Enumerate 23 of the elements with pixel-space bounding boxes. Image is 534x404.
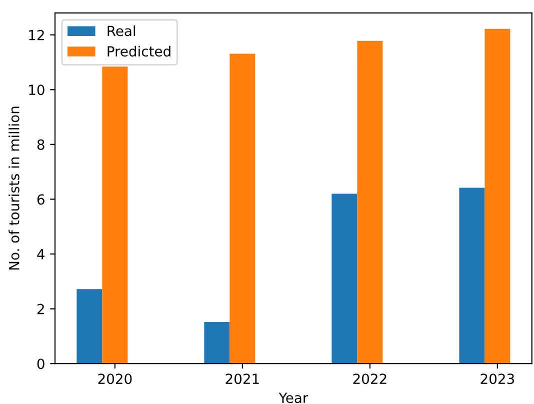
legend-label: Predicted	[108, 46, 170, 57]
bar	[204, 322, 230, 364]
x-tick-label: 2021	[226, 374, 259, 384]
bar	[484, 28, 510, 364]
y-tick-label: 4	[37, 249, 44, 260]
y-tick-label: 12	[29, 30, 44, 40]
y-tick-label: 8	[37, 139, 44, 150]
bar	[459, 188, 485, 364]
y-tick-label: 2	[37, 304, 44, 314]
bar	[76, 289, 102, 364]
y-tick-label: 0	[37, 358, 44, 370]
bar	[357, 40, 383, 364]
y-axis-title: No. of tourists in million	[8, 106, 20, 270]
bar	[332, 194, 358, 364]
bar	[230, 54, 256, 364]
legend-label: Real	[108, 25, 136, 36]
x-tick-label: 2022	[353, 374, 386, 384]
x-axis-title: Year	[278, 392, 308, 404]
y-tick-label: 6	[37, 194, 44, 205]
x-tick-label: 2023	[480, 374, 514, 384]
y-tick-label: 10	[29, 84, 44, 96]
bar	[102, 66, 128, 364]
x-tick-label: 2020	[98, 374, 132, 384]
